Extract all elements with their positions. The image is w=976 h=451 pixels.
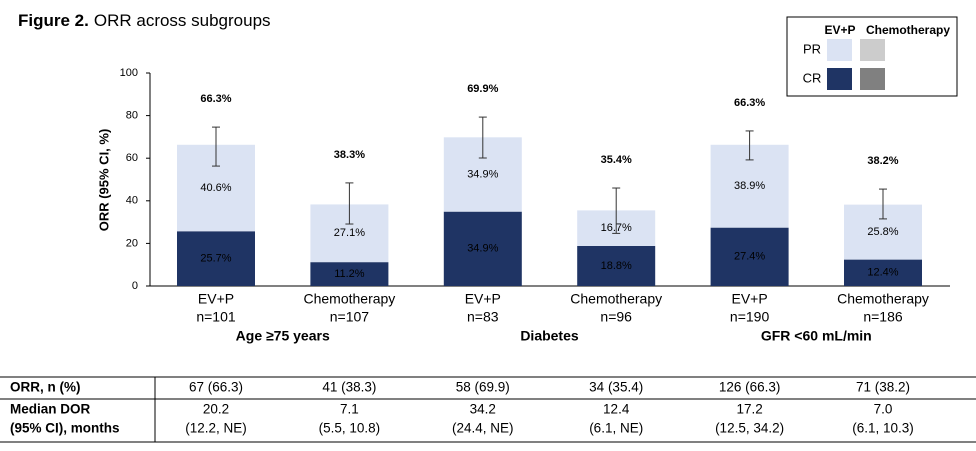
table-cell: (24.4, NE) — [452, 421, 514, 436]
value-label: 25.8% — [867, 226, 898, 238]
total-label: 35.4% — [601, 154, 632, 166]
x-tick-label: Chemotherapy — [303, 291, 395, 307]
legend-label: CR — [803, 70, 822, 85]
value-label: 25.7% — [200, 253, 231, 265]
title-label: Figure 2. — [18, 11, 89, 30]
total-label: 38.3% — [334, 149, 365, 161]
value-label: 12.4% — [867, 267, 898, 279]
legend-swatch — [860, 68, 885, 90]
y-tick-label: 40 — [126, 195, 138, 207]
legend-label: PR — [803, 41, 821, 56]
legend-header: EV+P — [824, 23, 855, 37]
table-cell: (12.5, 34.2) — [715, 421, 784, 436]
table-cell: 71 (38.2) — [856, 380, 910, 395]
value-label: 34.9% — [467, 168, 498, 180]
sample-size: n=186 — [863, 309, 903, 325]
bar-segment — [177, 231, 255, 286]
legend-swatch — [827, 39, 852, 61]
table-cell: (6.1, NE) — [589, 421, 643, 436]
y-tick-label: 60 — [126, 152, 138, 164]
bar-segment — [310, 262, 389, 286]
x-tick-label: EV+P — [465, 291, 501, 307]
y-tick-label: 80 — [126, 110, 138, 122]
bar-segment — [844, 259, 922, 286]
table-cell: 7.1 — [340, 402, 359, 417]
legend-swatch — [827, 68, 852, 90]
sample-size: n=96 — [600, 309, 632, 325]
group-label: Diabetes — [520, 328, 579, 344]
table-cell: 12.4 — [603, 402, 630, 417]
table-cell: 34.2 — [470, 402, 496, 417]
value-label: 27.4% — [734, 251, 765, 263]
x-tick-label: Chemotherapy — [837, 291, 929, 307]
total-label: 69.9% — [467, 83, 498, 95]
x-tick-label: Chemotherapy — [570, 291, 662, 307]
y-axis-label: ORR (95% CI, %) — [96, 129, 111, 232]
table-cell: 126 (66.3) — [719, 380, 781, 395]
y-tick-label: 100 — [120, 67, 138, 79]
x-tick-label: EV+P — [731, 291, 767, 307]
value-label: 11.2% — [334, 268, 365, 280]
value-label: 18.8% — [601, 260, 632, 272]
value-label: 34.9% — [467, 243, 498, 255]
total-label: 66.3% — [734, 97, 765, 109]
row-header: (95% CI), months — [10, 421, 120, 436]
bar-segment — [443, 211, 522, 286]
value-label: 27.1% — [334, 227, 365, 239]
group-label: GFR <60 mL/min — [761, 328, 872, 344]
table-cell: 7.0 — [874, 402, 893, 417]
table-cell: 20.2 — [203, 402, 229, 417]
y-tick-label: 0 — [132, 280, 138, 292]
bar-segment — [710, 227, 789, 286]
sample-size: n=107 — [330, 309, 370, 325]
table-cell: 67 (66.3) — [189, 380, 243, 395]
table-cell: (12.2, NE) — [185, 421, 247, 436]
x-tick-label: EV+P — [198, 291, 234, 307]
sample-size: n=190 — [730, 309, 770, 325]
bar-segment — [577, 245, 656, 286]
value-label: 38.9% — [734, 180, 765, 192]
total-label: 38.2% — [867, 155, 898, 167]
table-cell: (6.1, 10.3) — [852, 421, 914, 436]
value-label: 40.6% — [200, 182, 231, 194]
chart-title: Figure 2. ORR across subgroups — [18, 11, 271, 30]
legend-header: Chemotherapy — [866, 23, 950, 37]
table-cell: 17.2 — [736, 402, 762, 417]
group-label: Age ≥75 years — [236, 328, 330, 344]
table-cell: 34 (35.4) — [589, 380, 643, 395]
table-cell: (5.5, 10.8) — [319, 421, 381, 436]
sample-size: n=83 — [467, 309, 499, 325]
sample-size: n=101 — [196, 309, 236, 325]
legend-swatch — [860, 39, 885, 61]
row-header: Median DOR — [10, 402, 91, 417]
row-header: ORR, n (%) — [10, 380, 81, 395]
y-tick-label: 20 — [126, 237, 138, 249]
table-cell: 58 (69.9) — [456, 380, 510, 395]
table-cell: 41 (38.3) — [322, 380, 376, 395]
title-text: ORR across subgroups — [94, 11, 271, 30]
total-label: 66.3% — [200, 93, 231, 105]
